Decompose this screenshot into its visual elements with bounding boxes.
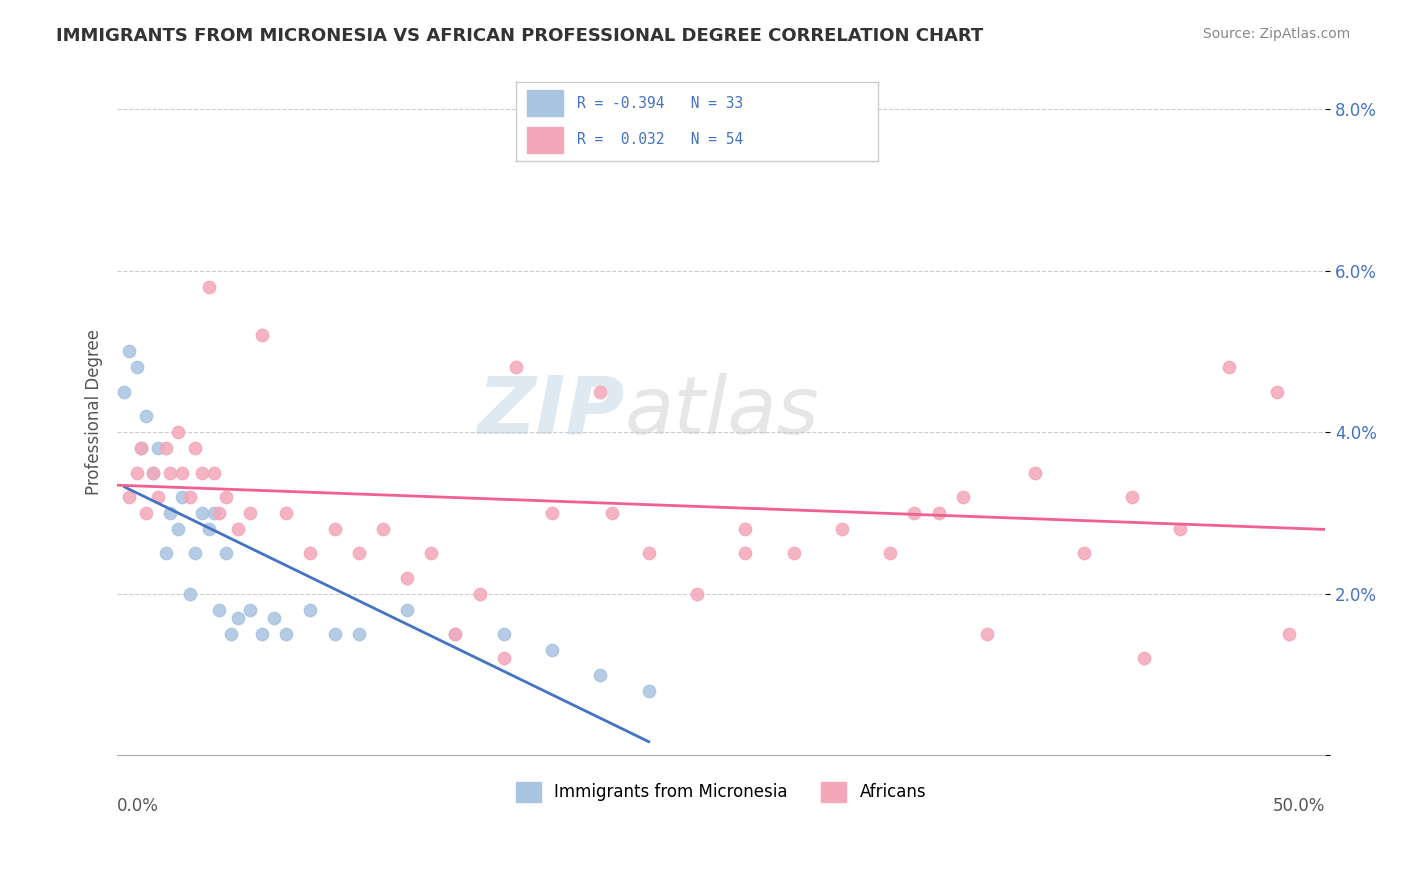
Point: [976, 627, 998, 641]
Point: [276, 627, 298, 641]
Text: 50.0%: 50.0%: [1272, 797, 1326, 814]
Point: [125, 466, 148, 480]
Point: [879, 546, 901, 560]
Point: [371, 522, 394, 536]
Point: [637, 683, 659, 698]
Point: [142, 466, 165, 480]
Point: [444, 627, 467, 641]
Point: [686, 587, 709, 601]
Point: [135, 506, 157, 520]
Point: [1024, 466, 1046, 480]
Point: [831, 522, 853, 536]
Point: [179, 587, 201, 601]
Point: [589, 667, 612, 681]
Point: [183, 442, 205, 456]
Point: [159, 466, 181, 480]
Point: [347, 546, 370, 560]
Point: [148, 490, 170, 504]
Point: [250, 627, 273, 641]
Point: [159, 506, 181, 520]
Point: [166, 425, 188, 439]
Point: [1073, 546, 1095, 560]
Point: [492, 651, 515, 665]
Point: [420, 546, 443, 560]
Point: [734, 546, 756, 560]
Point: [155, 442, 177, 456]
Point: [1133, 651, 1156, 665]
Point: [118, 490, 141, 504]
Point: [396, 603, 419, 617]
Point: [589, 384, 612, 399]
Text: 0.0%: 0.0%: [117, 797, 159, 814]
Point: [183, 546, 205, 560]
Point: [541, 506, 564, 520]
Point: [219, 627, 242, 641]
Point: [444, 627, 467, 641]
Point: [782, 546, 804, 560]
Point: [1278, 627, 1301, 641]
Point: [347, 627, 370, 641]
Point: [208, 603, 231, 617]
Point: [172, 490, 194, 504]
Point: [125, 360, 148, 375]
Point: [602, 506, 624, 520]
Point: [299, 603, 322, 617]
Point: [166, 522, 188, 536]
Point: [903, 506, 925, 520]
Point: [114, 384, 136, 399]
Point: [1168, 522, 1191, 536]
Point: [323, 522, 346, 536]
Point: [190, 466, 212, 480]
Point: [276, 506, 298, 520]
Text: Source: ZipAtlas.com: Source: ZipAtlas.com: [1202, 27, 1350, 41]
Text: ZIP: ZIP: [477, 373, 624, 451]
Point: [172, 466, 194, 480]
Point: [179, 490, 201, 504]
Point: [148, 442, 170, 456]
Point: [1121, 490, 1143, 504]
Y-axis label: Professional Degree: Professional Degree: [86, 329, 103, 495]
Point: [198, 279, 221, 293]
Point: [239, 603, 262, 617]
Point: [215, 490, 238, 504]
Point: [492, 627, 515, 641]
Point: [208, 506, 231, 520]
Point: [299, 546, 322, 560]
Point: [468, 587, 491, 601]
Point: [198, 522, 221, 536]
Point: [952, 490, 974, 504]
Text: IMMIGRANTS FROM MICRONESIA VS AFRICAN PROFESSIONAL DEGREE CORRELATION CHART: IMMIGRANTS FROM MICRONESIA VS AFRICAN PR…: [56, 27, 983, 45]
Point: [135, 409, 157, 423]
Point: [190, 506, 212, 520]
Point: [1265, 384, 1288, 399]
Point: [396, 571, 419, 585]
Point: [928, 506, 950, 520]
Point: [734, 522, 756, 536]
Point: [118, 344, 141, 359]
Point: [505, 360, 527, 375]
Point: [323, 627, 346, 641]
Point: [215, 546, 238, 560]
Point: [202, 466, 225, 480]
Point: [202, 506, 225, 520]
Point: [263, 611, 285, 625]
Point: [142, 466, 165, 480]
Point: [1218, 360, 1240, 375]
Legend: Immigrants from Micronesia, Africans: Immigrants from Micronesia, Africans: [509, 775, 934, 809]
Point: [541, 643, 564, 657]
Point: [637, 546, 659, 560]
Point: [226, 611, 249, 625]
Text: atlas: atlas: [624, 373, 820, 451]
Point: [831, 142, 853, 156]
Point: [131, 442, 153, 456]
Point: [226, 522, 249, 536]
Point: [250, 328, 273, 343]
Point: [239, 506, 262, 520]
Point: [131, 442, 153, 456]
Point: [155, 546, 177, 560]
